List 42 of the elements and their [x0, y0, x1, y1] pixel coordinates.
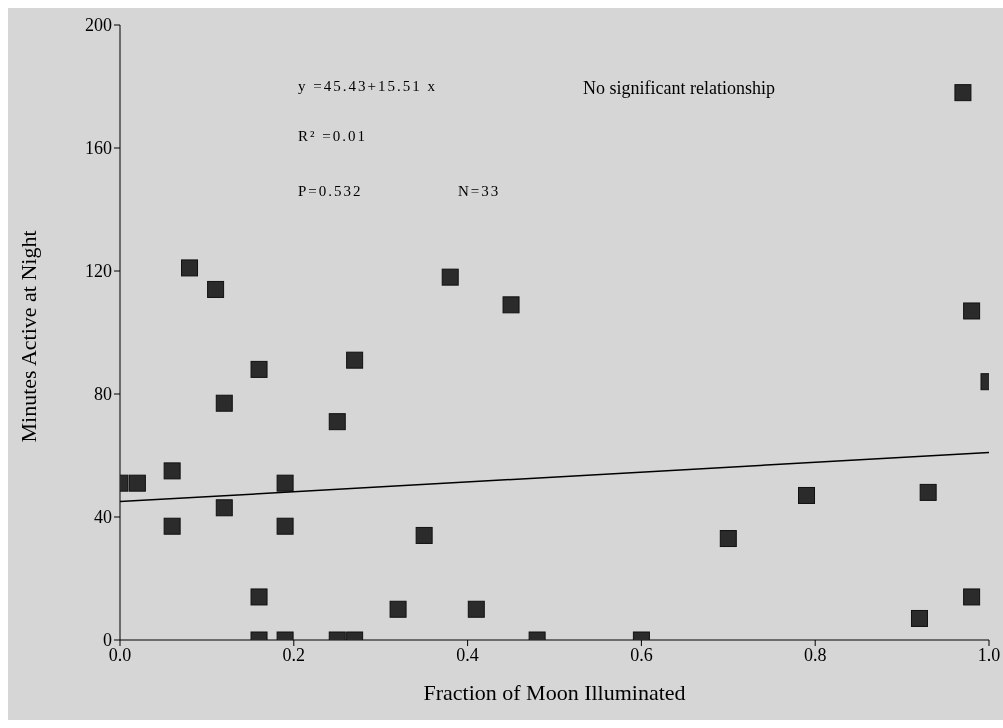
point	[502, 296, 520, 314]
y-tick-label: 120	[85, 261, 112, 282]
point	[963, 302, 981, 320]
point	[719, 530, 737, 548]
point	[181, 259, 199, 277]
point	[910, 609, 928, 627]
point	[389, 600, 407, 618]
point	[467, 600, 485, 618]
point	[207, 280, 225, 298]
point	[415, 526, 433, 544]
point	[954, 84, 972, 102]
x-tick-label: 0.6	[630, 644, 653, 665]
y-tick-label: 40	[94, 507, 112, 528]
point	[441, 268, 459, 286]
point	[163, 517, 181, 535]
y-axis-title: Minutes Active at Night	[15, 230, 41, 443]
annotation: y =45.43+15.51 x	[298, 78, 437, 95]
y-tick-label: 200	[85, 15, 112, 36]
point	[919, 483, 937, 501]
point	[963, 588, 981, 606]
x-tick-label: 0.2	[282, 644, 306, 665]
point	[328, 413, 346, 431]
point	[276, 517, 294, 535]
point	[276, 474, 294, 492]
point	[798, 486, 816, 504]
y-tick-label: 160	[85, 138, 112, 159]
x-axis-title: Fraction of Moon Illuminated	[423, 680, 686, 705]
x-tick-label: 0.8	[803, 644, 827, 665]
annotation: R² =0.01	[298, 128, 367, 145]
annotation: P=0.532	[298, 183, 363, 200]
point	[215, 394, 233, 412]
x-tick-label: 1.0	[977, 644, 1001, 665]
annotation: No significant relationship	[583, 78, 775, 99]
annotation: N=33	[458, 183, 501, 200]
point	[163, 462, 181, 480]
point	[250, 588, 268, 606]
point	[128, 474, 146, 492]
point	[250, 360, 268, 378]
point	[215, 499, 233, 517]
y-tick-label: 80	[94, 384, 112, 405]
point	[346, 351, 364, 369]
x-tick-label: 0.4	[456, 644, 479, 665]
